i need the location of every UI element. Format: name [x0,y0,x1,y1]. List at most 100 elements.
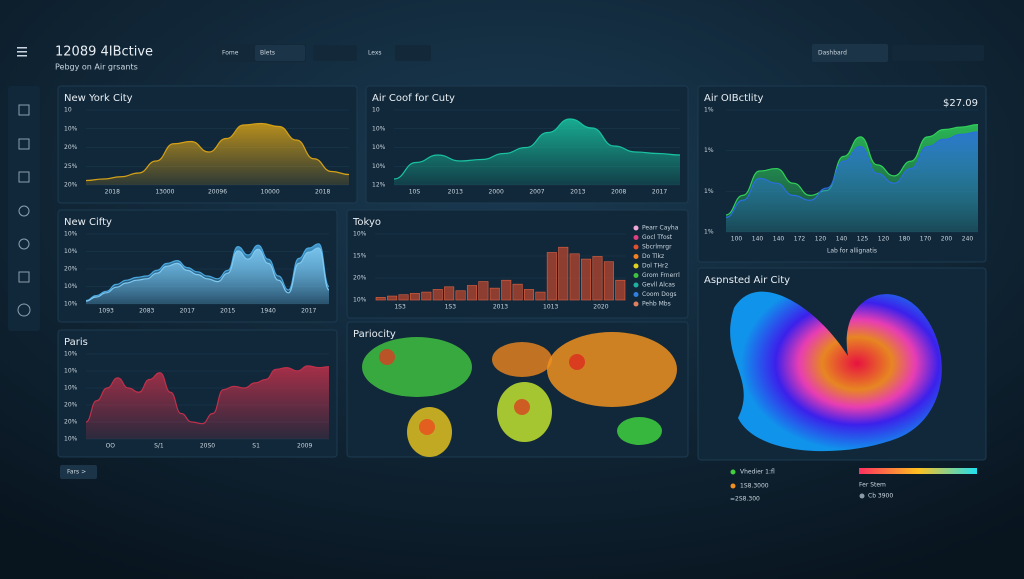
dropdown[interactable] [812,44,888,62]
y-tick-label: 10% [353,231,367,238]
x-tick-label: 2020 [593,304,608,311]
legend-dot [859,493,865,499]
panel [346,209,689,319]
legend-label: =2S8.300 [730,496,760,503]
legend-dot [633,292,639,297]
x-tick-label: 1S3 [394,304,406,311]
legend-dot [633,225,639,231]
bar [546,252,557,301]
legend-label: Vhedier 1:fl [740,469,775,476]
x-axis-label: Lab for allignatis [827,248,877,255]
line [725,131,979,218]
y-tick-label: 10% [64,351,78,358]
y-tick-label: 15% [353,253,367,260]
x-tick-label: 10000 [261,189,280,196]
bar [409,293,420,301]
color-scale [859,468,977,474]
x-tick-label: 2013 [448,189,463,196]
legend-label: Dol THr2 [642,263,669,270]
y-tick-label: 20% [64,144,78,151]
button[interactable] [60,465,97,479]
legend-dot [633,235,639,240]
x-tick-label: 180 [899,236,911,243]
y-tick-label: 20% [64,182,78,189]
toolbar-item[interactable]: Fome [222,50,239,57]
y-tick-label: 10% [353,297,367,304]
panel-title: Air OIBctlity [704,93,763,104]
y-tick-label: 12% [372,182,386,189]
icon-buttons[interactable] [395,45,431,61]
x-tick-label: 2007 [529,189,544,196]
y-tick-label: 10% [64,125,78,132]
panel-title: Pariocity [353,329,396,340]
line [85,243,330,302]
y-tick-label: 10% [64,283,78,290]
legend-label: Gocl Tfost [642,234,673,241]
button-label[interactable]: Fars > [67,469,86,476]
bar [615,279,626,301]
x-tick-label: 170 [920,236,932,243]
sidebar [8,86,40,331]
panels: New York City 20% 25% 20% 10% 10 2018 13000 2009… [57,85,987,461]
bar [524,289,535,301]
area [394,119,680,185]
x-tick-label: 2008 [611,189,626,196]
legend-dot [730,469,736,475]
area [86,248,329,304]
y-tick-label: 10% [372,163,386,170]
bar [398,294,409,301]
legend-label: Do Tlkz [642,253,664,260]
legend-label: Grom Frnerrl [642,272,680,279]
scale-label: Cb 3900 [868,493,893,500]
y-tick-label: 10% [64,231,78,238]
toolbar-item[interactable]: Lexs [368,50,382,57]
x-tick-label: 2017 [180,308,195,315]
x-tick-label: 20096 [208,189,227,196]
map-hotspot [379,349,395,365]
y-tick-label: 10 [372,107,380,114]
sidebar-icons[interactable] [17,104,31,317]
menu-icon[interactable] [17,47,27,57]
bar [558,246,569,301]
y-tick-label: 20% [64,402,78,409]
panel-title: New Cifty [64,217,112,228]
legend-dot [633,244,639,250]
y-tick-label: 1% [704,107,714,114]
dropdown[interactable] [255,45,305,61]
x-tick-label: OO [106,443,116,450]
map-hotspot [419,419,435,435]
map-landmass [547,332,677,407]
y-tick-label: 10% [372,125,386,132]
panel-title: Tokyo [352,217,381,228]
y-tick-label: 10% [64,248,78,255]
y-tick-label: 20% [64,419,78,426]
bar [535,291,546,301]
y-tick-label: 10% [64,368,78,375]
icon-buttons[interactable] [892,45,984,61]
app-subtitle: Pebgy on Air grsants [55,63,138,72]
x-tick-label: 2017 [301,308,316,315]
icon-buttons[interactable] [313,45,357,61]
bar [387,295,398,301]
legend-label: Pehb Mbs [642,301,671,308]
map-hotspot [514,399,530,415]
x-tick-label: 140 [836,236,848,243]
legend-label: Sbcrlmrgr [642,244,672,251]
x-tick-label: 10S [409,189,421,196]
area [726,131,978,232]
scale-label: Fer Stem [859,482,886,489]
legend-dot [730,483,736,489]
app-title: 12089 4IBctive [55,45,153,60]
bar [501,279,512,301]
line [85,365,330,425]
view-selector[interactable]: Dashbard [818,50,847,57]
line [393,118,681,180]
bar [581,258,592,301]
toolbar-item[interactable]: Blets [260,50,275,57]
x-tick-label: 2018 [315,189,330,196]
legend-dot [633,263,639,269]
map-landmass [617,417,662,445]
x-tick-label: 2000 [489,189,504,196]
